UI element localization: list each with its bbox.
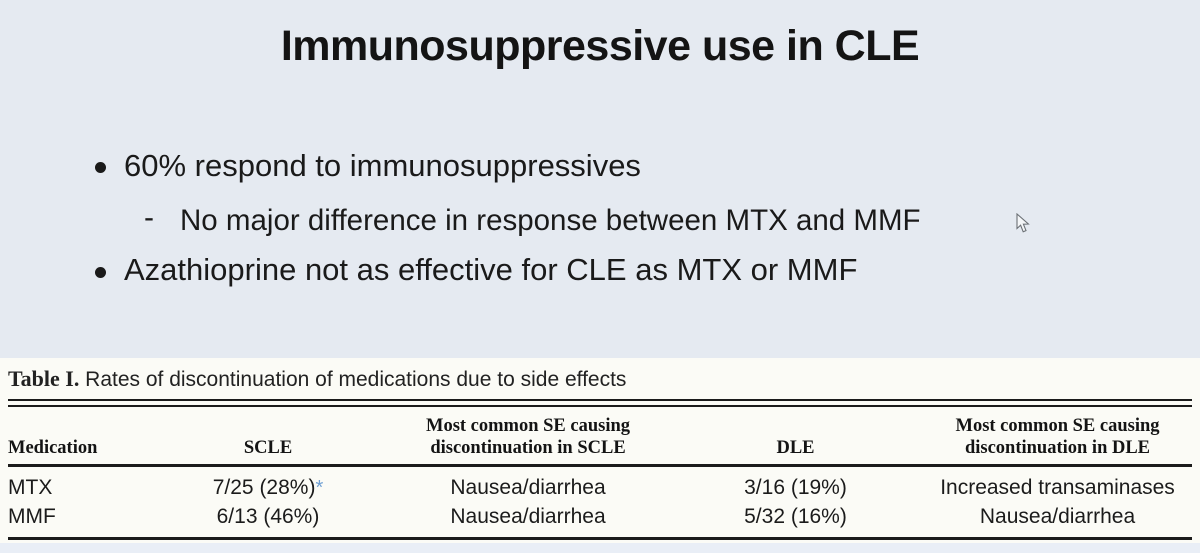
table-row: MTX 7/25 (28%)* Nausea/diarrhea 3/16 (19… [8,466,1192,502]
cell-se-scle: Nausea/diarrhea [450,505,606,528]
cell-scle: 7/25 (28%)* [212,476,324,499]
table-bottom-rule [8,537,1192,540]
mouse-pointer-icon [1016,213,1030,233]
bullet-2: Azathioprine not as effective for CLE as… [124,252,858,287]
slide-title: Immunosuppressive use in CLE [280,22,920,70]
table-header-row: Medication SCLE Most common SE causing d… [8,407,1192,467]
col-header-medication: Medication [8,407,148,467]
discontinuation-table: Medication SCLE Most common SE causing d… [8,407,1192,530]
sub-bullet-1: No major difference in response between … [180,204,921,237]
cell-dle: 5/32 (16%) [744,505,847,528]
cell-se-scle: Nausea/diarrhea [450,476,606,499]
table-figure: Table I. Rates of discontinuation of med… [0,358,1200,553]
slide-area: Immunosuppressive use in CLE 60% respond… [95,22,1030,287]
col-header-scle: SCLE [148,407,388,467]
cell-scle: 6/13 (46%) [216,505,320,528]
bullet-1: 60% respond to immunosuppressives [124,148,641,183]
table-caption: Table I. Rates of discontinuation of med… [8,358,1192,393]
sub-bullet-dash: - [144,201,154,234]
bullet-dot [95,162,106,173]
cell-medication: MMF [8,505,56,528]
cell-se-dle: Nausea/diarrhea [979,505,1136,528]
bullet-dot [95,267,106,278]
col-header-dle: DLE [668,407,923,467]
cell-dle: 3/16 (19%) [744,476,847,499]
table-caption-label: Table I. [8,366,80,391]
table-row: MMF 6/13 (46%) Nausea/diarrhea 5/32 (16%… [8,501,1192,530]
footnote-asterisk: * [315,477,324,499]
cell-se-dle: Increased transaminases [940,476,1175,499]
cell-medication: MTX [8,476,53,499]
col-header-se-scle: Most common SE causing discontinuation i… [388,407,668,467]
bottom-strip [0,543,1200,553]
table-top-rule [8,399,1192,407]
col-header-se-dle: Most common SE causing discontinuation i… [923,407,1192,467]
table-caption-text: Rates of discontinuation of medications … [79,368,627,391]
